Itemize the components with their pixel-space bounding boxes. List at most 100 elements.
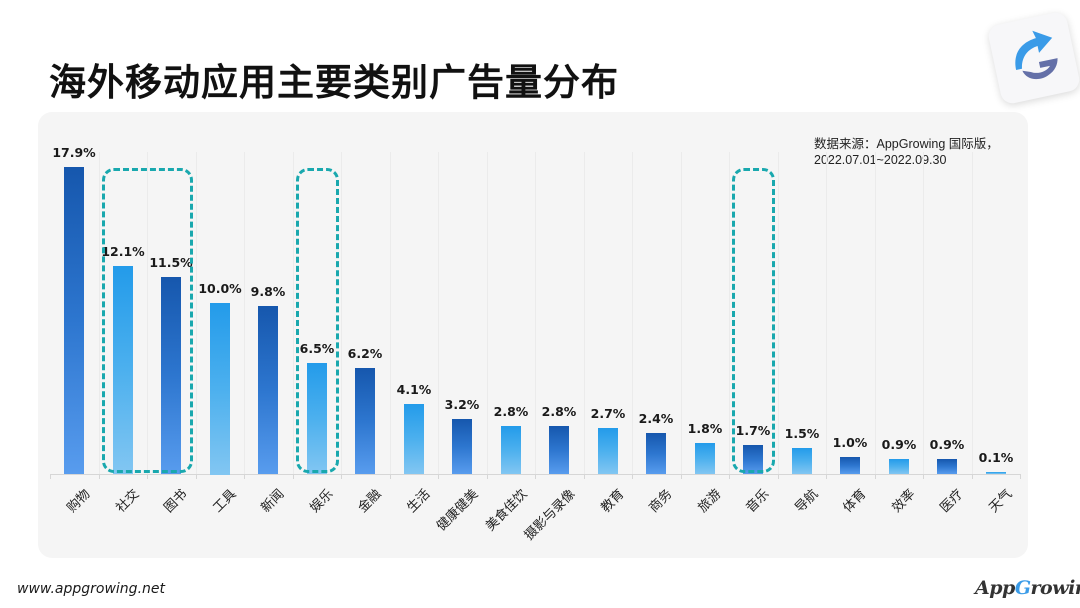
brand-g: G <box>1014 577 1031 599</box>
category-label: 金融 <box>355 486 385 516</box>
value-label: 1.7% <box>735 423 771 438</box>
gridline <box>390 152 391 474</box>
value-label: 1.5% <box>784 426 820 441</box>
axis-tick <box>535 474 536 479</box>
axis-tick <box>584 474 585 479</box>
gridline <box>826 152 827 474</box>
brand-suffix: rowing <box>1030 577 1080 599</box>
axis-tick <box>293 474 294 479</box>
axis-tick <box>681 474 682 479</box>
category-label: 导航 <box>792 486 822 516</box>
data-source-note: 数据来源：AppGrowing 国际版， 2022.07.01~2022.09.… <box>814 136 999 168</box>
gridline <box>923 152 924 474</box>
axis-tick <box>972 474 973 479</box>
bar-16 <box>792 448 812 474</box>
value-label: 0.9% <box>881 437 917 452</box>
value-label: 0.9% <box>929 437 965 452</box>
axis-tick <box>923 474 924 479</box>
category-label: 健康健美 <box>434 486 482 535</box>
category-label: 医疗 <box>937 486 967 516</box>
highlight-box-2 <box>296 168 339 473</box>
category-label: 音乐 <box>743 486 773 516</box>
bar-13 <box>646 433 666 474</box>
bar-5 <box>258 306 278 474</box>
value-label: 17.9% <box>52 145 96 160</box>
page-title: 海外移动应用主要类别广告量分布 <box>49 61 619 104</box>
category-label: 旅游 <box>695 486 725 516</box>
category-label: 天气 <box>986 486 1016 516</box>
bar-3 <box>161 277 181 474</box>
x-axis-line <box>50 474 1020 475</box>
category-label: 教育 <box>598 486 628 516</box>
appgrowing-logo <box>986 10 1080 106</box>
value-label: 9.8% <box>250 284 286 299</box>
gridline <box>438 152 439 474</box>
value-label: 6.2% <box>347 346 383 361</box>
axis-tick <box>1020 474 1021 479</box>
gridline <box>99 152 100 474</box>
bar-20 <box>986 472 1006 474</box>
gridline <box>244 152 245 474</box>
value-label: 1.8% <box>687 421 723 436</box>
gridline <box>487 152 488 474</box>
gridline <box>535 152 536 474</box>
axis-tick <box>147 474 148 479</box>
bar-9 <box>452 419 472 474</box>
value-label: 2.8% <box>493 404 529 419</box>
source-line-1: 数据来源：AppGrowing 国际版， <box>814 137 999 151</box>
axis-tick <box>778 474 779 479</box>
brand-prefix: App <box>975 577 1015 599</box>
value-label: 12.1% <box>101 244 145 259</box>
axis-tick <box>438 474 439 479</box>
bar-4 <box>210 303 230 475</box>
bar-14 <box>695 443 715 474</box>
chart-card <box>38 112 1028 558</box>
bar-19 <box>937 459 957 474</box>
gridline <box>147 152 148 474</box>
value-label: 2.8% <box>541 404 577 419</box>
category-label: 图书 <box>161 486 191 516</box>
value-label: 4.1% <box>396 382 432 397</box>
axis-tick <box>487 474 488 479</box>
axis-tick <box>875 474 876 479</box>
category-label: 摄影与录像 <box>521 486 579 544</box>
axis-tick <box>99 474 100 479</box>
category-label: 社交 <box>113 486 143 516</box>
bar-2 <box>113 266 133 474</box>
gridline <box>196 152 197 474</box>
value-label: 10.0% <box>198 281 242 296</box>
appgrowing-logo-icon <box>1015 30 1058 80</box>
value-label: 3.2% <box>444 397 480 412</box>
category-label: 购物 <box>64 486 94 516</box>
axis-tick <box>390 474 391 479</box>
gridline <box>681 152 682 474</box>
value-label: 1.0% <box>832 435 868 450</box>
value-label: 2.7% <box>590 406 626 421</box>
bar-18 <box>889 459 909 474</box>
bar-12 <box>598 428 618 474</box>
gridline <box>875 152 876 474</box>
value-label: 6.5% <box>299 341 335 356</box>
gridline <box>729 152 730 474</box>
category-label: 新闻 <box>258 486 288 516</box>
axis-tick <box>632 474 633 479</box>
category-label: 生活 <box>404 486 434 516</box>
bar-7 <box>355 368 375 474</box>
value-label: 0.1% <box>978 450 1014 465</box>
category-label: 商务 <box>646 486 676 516</box>
axis-tick <box>826 474 827 479</box>
gridline <box>778 152 779 474</box>
bar-11 <box>549 426 569 474</box>
category-label: 效率 <box>889 486 919 516</box>
category-label: 工具 <box>210 486 240 516</box>
axis-tick <box>729 474 730 479</box>
axis-tick <box>50 474 51 479</box>
bar-1 <box>64 167 84 474</box>
gridline <box>584 152 585 474</box>
gridline <box>972 152 973 474</box>
bar-15 <box>743 445 763 474</box>
gridline <box>341 152 342 474</box>
value-label: 2.4% <box>638 411 674 426</box>
value-label: 11.5% <box>149 255 193 270</box>
highlight-box-3 <box>732 168 775 473</box>
